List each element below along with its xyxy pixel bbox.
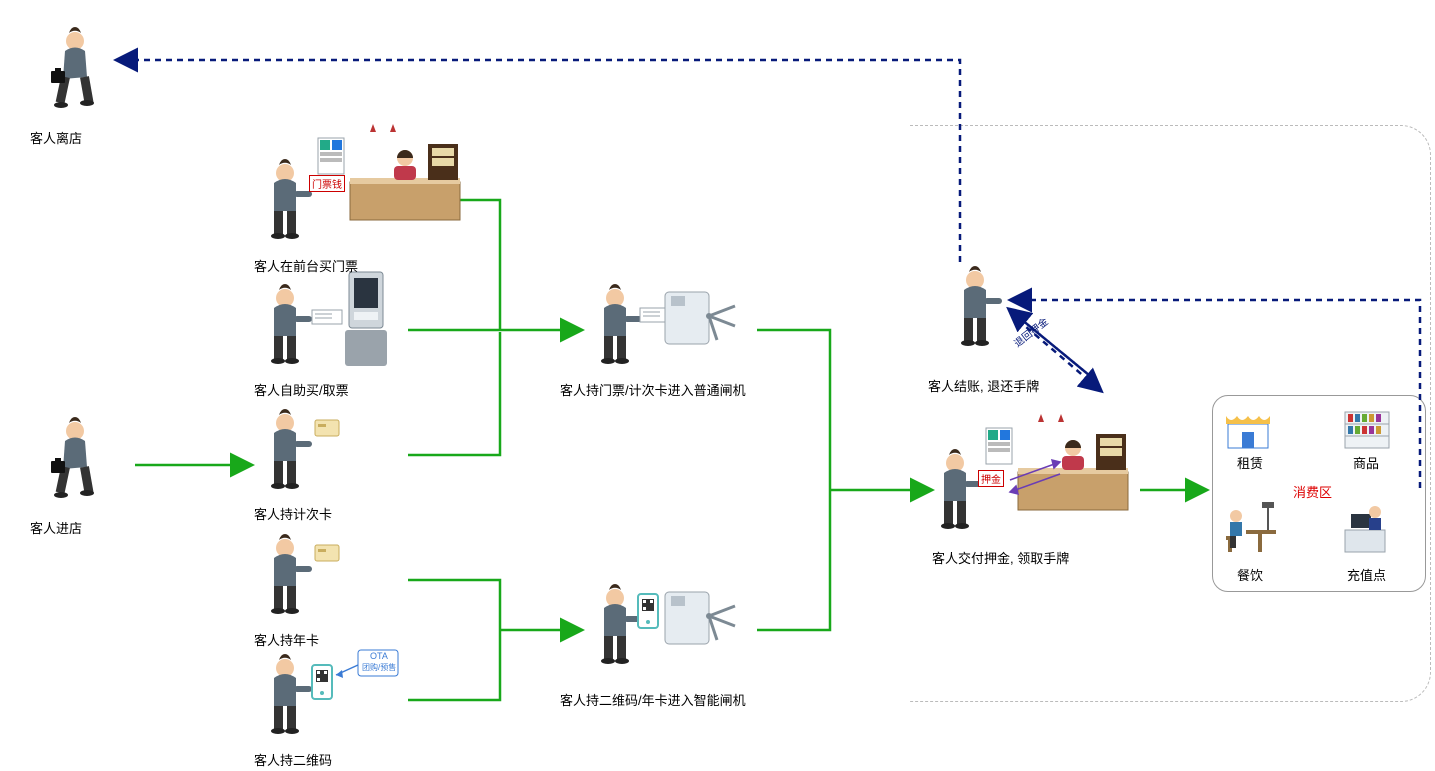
gate-smart-phone — [638, 594, 658, 628]
cust-counter-icon — [271, 159, 312, 239]
label-food: 餐饮 — [1237, 565, 1263, 584]
ota-text2: 团购/预售 — [362, 662, 396, 673]
leave-icon — [51, 27, 94, 108]
cust-yearcard-icon — [271, 534, 312, 614]
label-buycounter: 客人在前台买门票 — [254, 256, 358, 275]
food-icon — [1226, 502, 1276, 552]
checkout-person — [961, 266, 1002, 346]
gate-normal-person — [601, 284, 642, 364]
label-gate-normal: 客人持门票/计次卡进入普通闸机 — [560, 380, 746, 399]
label-checkout: 客人结账, 退还手牌 — [928, 376, 1039, 395]
enter-icon — [51, 417, 94, 498]
kiosk-ticket-icon — [312, 310, 342, 324]
cust-qr-icon — [271, 654, 312, 734]
label-rent: 租赁 — [1237, 453, 1263, 472]
label-qr: 客人持二维码 — [254, 750, 332, 769]
yearcard-icon — [315, 545, 339, 561]
rent-icon — [1226, 416, 1270, 448]
cust-kiosk-icon — [271, 284, 312, 364]
label-enter: 客人进店 — [30, 518, 82, 537]
cust-countcard-icon — [271, 409, 312, 489]
ota-text1: OTA — [370, 651, 388, 661]
recharge-icon — [1345, 506, 1385, 552]
kiosk-icon — [345, 272, 387, 366]
label-recharge: 充值点 — [1347, 565, 1386, 584]
goods-icon — [1345, 412, 1389, 448]
gate-normal-icon — [665, 292, 735, 344]
deposit-person — [941, 449, 982, 529]
label-deposit: 客人交付押金, 领取手牌 — [932, 548, 1069, 567]
qr-phone-icon — [312, 665, 332, 699]
label-goods: 商品 — [1353, 453, 1379, 472]
label-leave: 客人离店 — [30, 128, 82, 147]
label-count: 客人持计次卡 — [254, 504, 332, 523]
gate-smart-icon — [665, 592, 735, 644]
label-gate-smart: 客人持二维码/年卡进入智能闸机 — [560, 690, 746, 709]
gate-smart-person — [601, 584, 642, 664]
countcard-icon — [315, 420, 339, 436]
tag-deposit: 押金 — [978, 470, 1004, 487]
label-kiosk: 客人自助买/取票 — [254, 380, 349, 399]
counter-icon — [318, 124, 460, 220]
tag-ticketmoney: 门票钱 — [309, 175, 345, 192]
label-year: 客人持年卡 — [254, 630, 319, 649]
